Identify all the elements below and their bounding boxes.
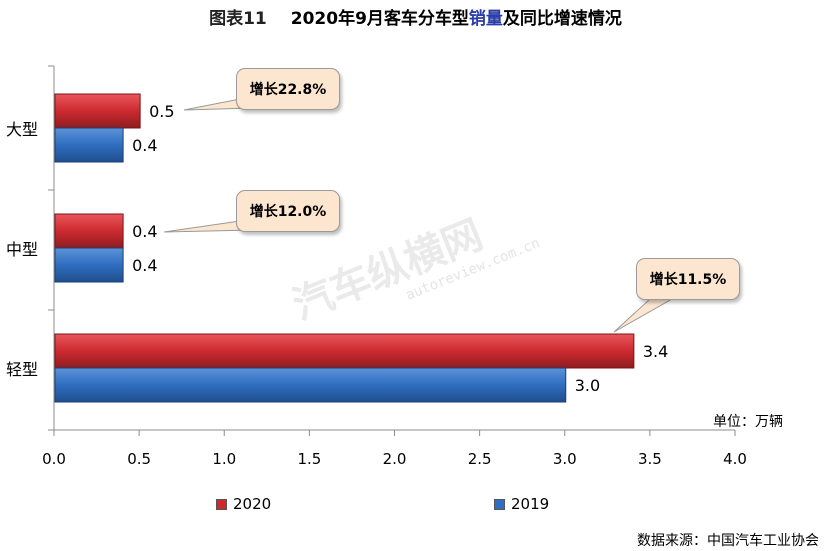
legend-label-2019: 2019 (511, 495, 550, 513)
figure-number: 图表11 (209, 9, 267, 29)
callout-growth-medium: 增长12.0% (236, 190, 340, 232)
callout-text-light: 增长11.5% (649, 272, 727, 288)
x-tick-label: 2.5 (468, 450, 492, 468)
title-main: 2020年9月客车分车型 (290, 9, 469, 29)
data-label: 0.4 (132, 222, 157, 241)
data-label: 3.0 (575, 376, 600, 395)
legend-item-2020: 2020 (216, 495, 271, 513)
data-label: 3.4 (643, 342, 668, 361)
callout-growth-large: 增长22.8% (236, 68, 340, 110)
x-tick-label: 0.5 (127, 450, 151, 468)
data-label: 0.4 (132, 136, 157, 155)
x-tick-label: 0.0 (42, 450, 66, 468)
legend-item-2019: 2019 (494, 495, 549, 513)
callout-text-medium: 增长12.0% (249, 204, 327, 220)
x-tick-label: 1.0 (212, 450, 236, 468)
callout-growth-light: 增长11.5% (636, 258, 740, 300)
title-end: 及同比增速情况 (502, 9, 622, 29)
callout-text-large: 增长22.8% (249, 82, 327, 98)
legend-swatch-2019 (494, 498, 505, 510)
category-label: 轻型 (6, 360, 38, 379)
category-label: 大型 (6, 120, 38, 139)
bar-2020-0 (54, 93, 141, 129)
chart-title: 图表11 2020年9月客车分车型销量及同比增速情况 (0, 4, 831, 29)
x-tick-label: 1.5 (297, 450, 321, 468)
bar-2020-2 (54, 333, 635, 369)
x-tick-label: 2.0 (383, 450, 407, 468)
category-label: 中型 (6, 240, 38, 259)
title-highlight: 销量 (468, 9, 503, 29)
x-tick-label: 4.0 (723, 450, 747, 468)
bar-2019-0 (54, 127, 124, 163)
x-tick-label: 3.0 (553, 450, 577, 468)
callout-pointer-light (613, 298, 674, 333)
bar-2019-1 (54, 247, 124, 283)
data-label: 0.5 (149, 102, 174, 121)
legend-label-2020: 2020 (233, 495, 272, 513)
x-tick-label: 3.5 (638, 450, 662, 468)
unit-label: 单位：万辆 (713, 414, 783, 430)
legend-swatch-2020 (216, 498, 227, 510)
data-source: 数据来源：中国汽车工业协会 (637, 533, 819, 549)
bar-2020-1 (54, 213, 124, 249)
bar-2019-2 (54, 367, 567, 403)
data-label: 0.4 (132, 256, 157, 275)
